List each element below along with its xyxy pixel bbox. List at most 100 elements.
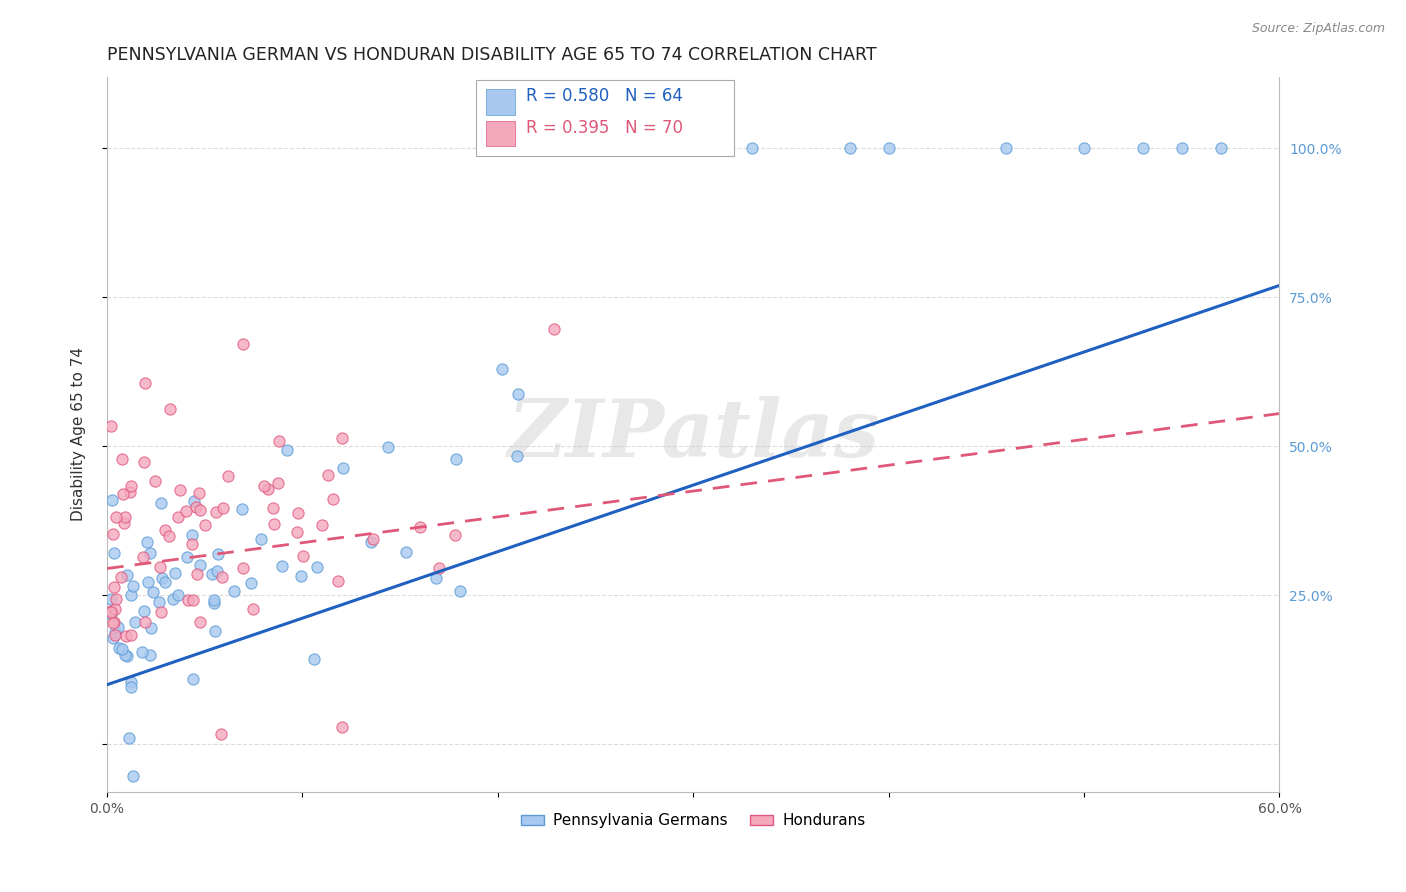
Point <box>181 592 204 607</box>
Point <box>118 485 141 500</box>
Point <box>1073 141 1095 155</box>
Point <box>332 460 354 475</box>
Text: ZIPatlas: ZIPatlas <box>508 396 879 473</box>
Point <box>136 575 159 590</box>
Point <box>149 560 172 574</box>
Point <box>103 615 125 629</box>
FancyBboxPatch shape <box>477 80 734 155</box>
Point <box>183 493 205 508</box>
Point <box>114 648 136 662</box>
Point <box>204 624 226 638</box>
Point <box>211 500 233 515</box>
Point <box>316 467 339 482</box>
Point <box>132 549 155 564</box>
Point <box>139 622 162 636</box>
Point <box>181 672 204 686</box>
Point <box>167 510 190 524</box>
Point <box>148 595 170 609</box>
Point <box>110 569 132 583</box>
Point <box>202 596 225 610</box>
Point <box>427 561 450 575</box>
Point <box>100 591 122 606</box>
Point <box>100 607 122 621</box>
Point <box>360 534 382 549</box>
Point <box>120 479 142 493</box>
Point <box>169 483 191 497</box>
Point <box>363 532 385 546</box>
Point <box>101 615 124 630</box>
Point <box>180 528 202 542</box>
Legend: Pennsylvania Germans, Hondurans: Pennsylvania Germans, Hondurans <box>515 807 872 834</box>
Point <box>100 605 122 619</box>
Point <box>101 493 124 508</box>
Point <box>111 641 134 656</box>
Point <box>240 575 263 590</box>
Point <box>276 443 298 458</box>
Point <box>101 631 124 645</box>
Point <box>176 549 198 564</box>
Point <box>267 475 290 490</box>
Point <box>174 504 197 518</box>
Point <box>205 565 228 579</box>
Point <box>138 546 160 560</box>
Point <box>262 500 284 515</box>
Point <box>205 505 228 519</box>
Point <box>330 720 353 734</box>
Point <box>409 520 432 534</box>
Point <box>449 583 471 598</box>
Point <box>120 681 142 695</box>
Point <box>444 451 467 466</box>
Point <box>194 518 217 533</box>
Point <box>267 434 290 449</box>
Point <box>322 491 344 506</box>
Text: R = 0.580   N = 64: R = 0.580 N = 64 <box>526 87 682 105</box>
Point <box>100 606 122 620</box>
Point <box>217 468 239 483</box>
Point <box>257 482 280 496</box>
Point <box>157 528 180 542</box>
Point <box>186 567 208 582</box>
FancyBboxPatch shape <box>485 89 515 115</box>
Point <box>112 516 135 530</box>
Point <box>134 604 156 618</box>
Point <box>108 641 131 656</box>
Point <box>505 449 527 463</box>
Point <box>330 431 353 445</box>
Point <box>287 506 309 520</box>
Point <box>162 592 184 607</box>
Point <box>107 620 129 634</box>
Point <box>138 648 160 663</box>
Point <box>209 727 232 741</box>
Point <box>1132 141 1154 155</box>
Point <box>153 574 176 589</box>
Point <box>231 502 253 516</box>
Point <box>104 628 127 642</box>
Point <box>122 769 145 783</box>
Point <box>242 602 264 616</box>
Point <box>177 593 200 607</box>
Point <box>877 141 900 155</box>
Point <box>120 588 142 602</box>
Point <box>994 141 1017 155</box>
Point <box>142 584 165 599</box>
Point <box>271 558 294 573</box>
Point <box>838 141 860 155</box>
Point <box>134 376 156 390</box>
Point <box>1209 141 1232 155</box>
Point <box>302 652 325 666</box>
Y-axis label: Disability Age 65 to 74: Disability Age 65 to 74 <box>72 347 86 522</box>
Point <box>149 496 172 510</box>
Point <box>121 578 143 592</box>
Point <box>311 517 333 532</box>
Text: PENNSYLVANIA GERMAN VS HONDURAN DISABILITY AGE 65 TO 74 CORRELATION CHART: PENNSYLVANIA GERMAN VS HONDURAN DISABILI… <box>107 46 877 64</box>
Point <box>104 625 127 640</box>
Point <box>741 141 763 155</box>
Point <box>165 566 187 581</box>
Point <box>232 561 254 575</box>
Point <box>155 523 177 537</box>
Point <box>188 615 211 629</box>
Text: R = 0.395   N = 70: R = 0.395 N = 70 <box>526 119 682 136</box>
Point <box>136 534 159 549</box>
Point <box>105 592 128 607</box>
Point <box>118 731 141 745</box>
